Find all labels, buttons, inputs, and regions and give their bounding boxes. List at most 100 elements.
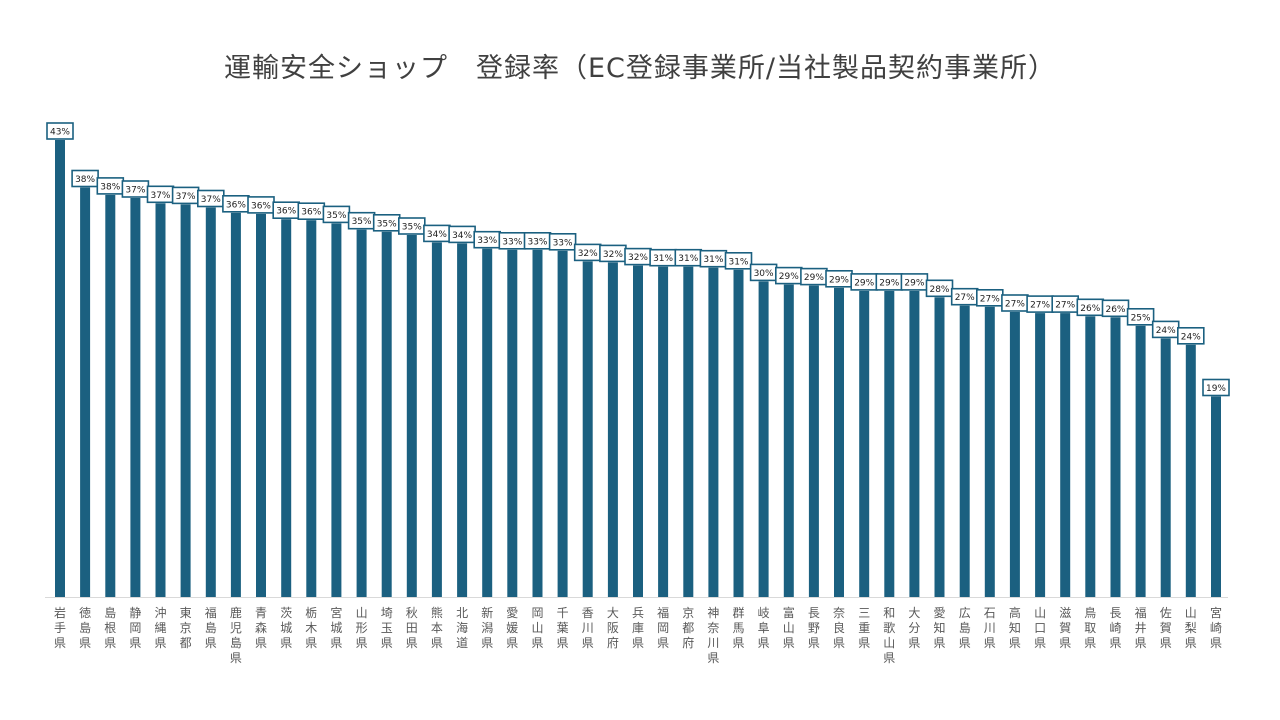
bar — [1211, 396, 1221, 597]
data-label: 30% — [754, 269, 774, 279]
data-label: 24% — [1181, 332, 1201, 342]
data-label: 33% — [477, 236, 497, 246]
bar — [230, 212, 241, 598]
bar — [1009, 312, 1020, 597]
bar — [482, 248, 493, 597]
bar — [281, 219, 292, 597]
bar — [633, 265, 643, 597]
category-label: 福井県 — [1135, 605, 1147, 650]
bar — [783, 284, 794, 597]
bar — [808, 285, 819, 597]
data-label: 29% — [904, 278, 924, 288]
category-label: 石川県 — [984, 606, 996, 650]
bar — [683, 266, 694, 597]
data-label: 29% — [804, 273, 824, 283]
bar — [356, 229, 367, 597]
data-label-box — [1126, 307, 1155, 326]
data-label: 32% — [603, 250, 623, 260]
category-label: 青森県 — [255, 606, 267, 650]
category-label: 茨城県 — [280, 606, 292, 650]
bar — [306, 220, 317, 597]
category-label: 岐阜県 — [758, 606, 770, 650]
bar — [1160, 338, 1171, 597]
bar — [1085, 316, 1096, 597]
bar — [331, 223, 342, 597]
bar — [557, 250, 568, 598]
category-label: 埼玉県 — [381, 606, 393, 650]
category-label: 福岡県 — [657, 605, 669, 650]
data-label: 37% — [125, 186, 145, 196]
bar — [859, 290, 870, 597]
category-label: 群馬県 — [732, 606, 744, 650]
category-label: 滋賀県 — [1059, 606, 1071, 650]
category-label: 東京都 — [180, 606, 192, 650]
bar — [256, 213, 266, 597]
category-label: 大分県 — [908, 606, 920, 650]
data-label: 33% — [553, 238, 573, 248]
category-label: 和歌山県 — [883, 606, 895, 665]
bar — [1110, 317, 1121, 597]
category-label: 山口県 — [1034, 606, 1046, 650]
data-label-box — [46, 122, 74, 140]
category-label: 静岡県 — [129, 606, 141, 650]
data-label: 27% — [955, 293, 975, 303]
data-label: 38% — [75, 175, 95, 185]
data-label: 32% — [578, 249, 598, 259]
category-label: 富山県 — [783, 605, 795, 650]
data-label: 19% — [1206, 384, 1226, 394]
category-label: 新潟県 — [481, 605, 493, 650]
category-label: 広島県 — [959, 606, 971, 650]
data-label: 25% — [1131, 313, 1151, 323]
category-label: 三重県 — [858, 606, 870, 650]
data-label: 27% — [980, 294, 1000, 304]
bar — [934, 297, 945, 597]
data-label: 36% — [226, 200, 246, 210]
category-label: 鹿児島県 — [230, 605, 242, 665]
bar — [507, 249, 518, 598]
data-label: 26% — [1105, 305, 1125, 315]
bar — [733, 269, 744, 597]
data-label: 34% — [452, 231, 472, 241]
data-label: 29% — [829, 275, 849, 285]
data-label: 33% — [502, 237, 522, 247]
data-label: 35% — [326, 211, 346, 221]
bar — [431, 242, 442, 597]
data-label: 36% — [301, 208, 321, 218]
category-label: 長野県 — [808, 606, 820, 650]
data-label: 27% — [1055, 301, 1075, 311]
category-label: 福島県 — [205, 605, 217, 650]
data-label: 35% — [402, 223, 422, 233]
bar — [582, 261, 593, 597]
data-label: 29% — [854, 278, 874, 288]
category-label: 佐賀県 — [1160, 606, 1172, 650]
data-label: 27% — [1030, 301, 1050, 311]
category-label: 徳島県 — [79, 605, 91, 650]
data-label: 29% — [879, 278, 899, 288]
bar — [834, 287, 844, 597]
bar — [984, 306, 995, 597]
data-label-box — [1202, 378, 1230, 397]
bar — [406, 235, 417, 597]
bar — [180, 204, 191, 597]
bar — [381, 231, 392, 598]
bar — [658, 266, 669, 597]
category-label: 兵庫県 — [632, 606, 644, 650]
bar — [105, 194, 116, 597]
data-label-box — [724, 252, 753, 270]
bar — [155, 203, 166, 598]
category-label: 岩手県 — [54, 605, 66, 650]
bar — [607, 262, 618, 597]
bar — [205, 207, 216, 597]
data-label: 31% — [678, 254, 698, 264]
category-label: 熊本県 — [431, 605, 443, 650]
data-label: 31% — [728, 257, 748, 267]
category-label: 宮城県 — [330, 605, 342, 650]
bar — [1135, 325, 1146, 597]
bar — [1060, 313, 1071, 597]
data-label-box — [1177, 326, 1205, 345]
bar — [130, 198, 141, 597]
bar — [55, 140, 65, 597]
bar — [1035, 313, 1046, 597]
category-label: 京都府 — [682, 606, 694, 650]
